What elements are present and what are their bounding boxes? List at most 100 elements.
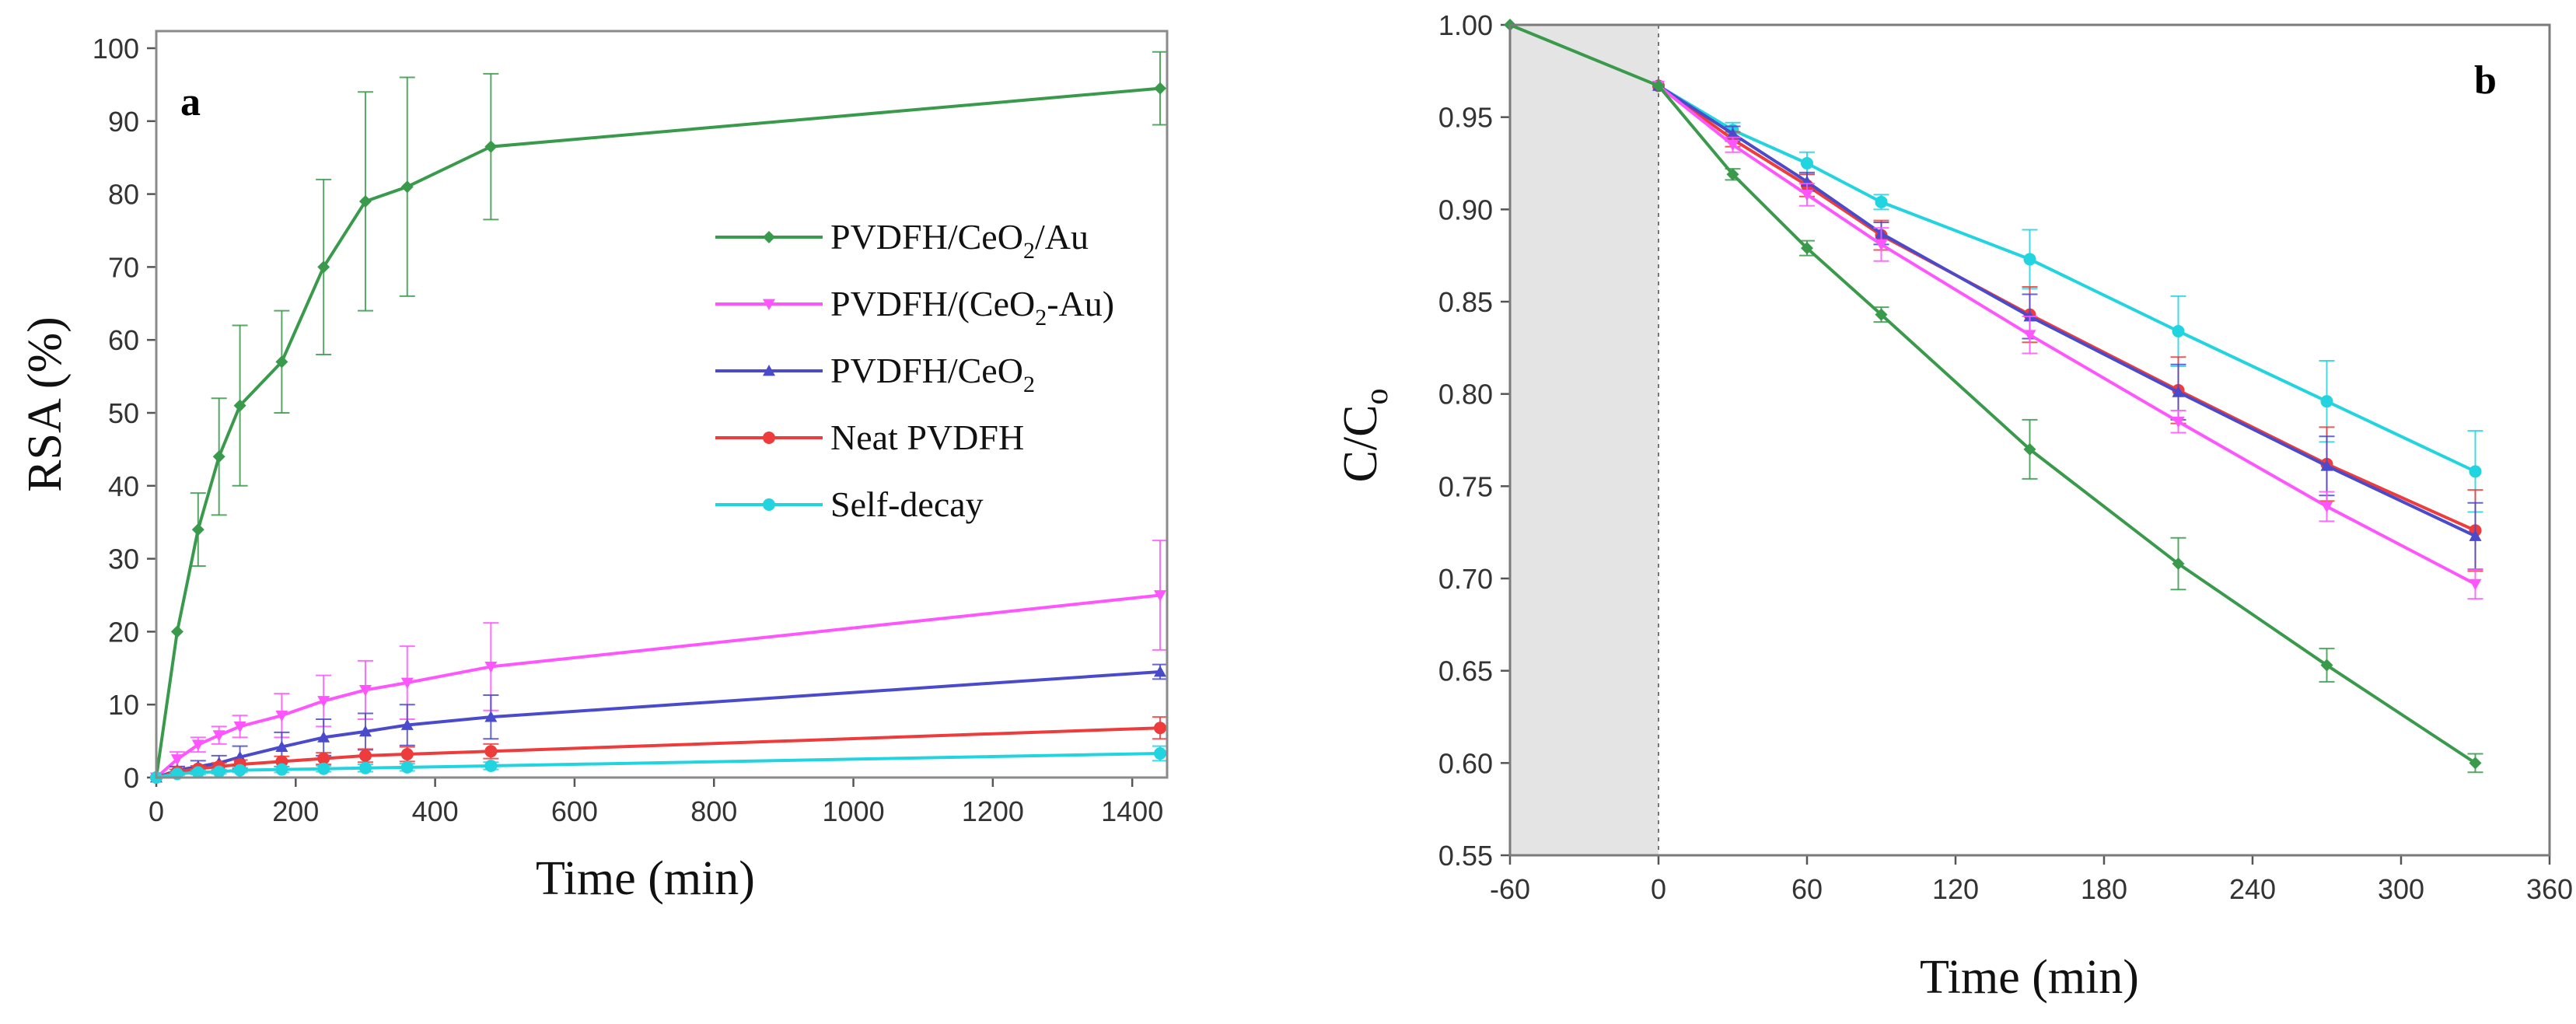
chart-a-data-point [275, 740, 288, 753]
chart-a-plot-layer: 0 200 400 600 800 1000 1200 1400 0 10 20 30 40 50 60 70… [93, 33, 1169, 827]
chart-a-legend-swatch-marker [763, 365, 775, 376]
chart-a-series [150, 663, 1169, 783]
chart-b-data-point [2023, 330, 2036, 341]
chart-b-x-tick-label: 180 [2081, 873, 2127, 905]
chart-b-data-point [1726, 128, 1739, 139]
chart-a-y-tick-label: 0 [124, 762, 139, 794]
chart-a-data-point [191, 739, 204, 751]
chart-a-legend-label-base: Self-decay [830, 484, 984, 524]
chart-a-data-point [317, 762, 330, 775]
chart-b-data-point [1875, 239, 1888, 251]
chart-a-data-point [358, 194, 372, 208]
chart-a-legend-swatch-marker [763, 299, 775, 310]
chart-a-data-point [275, 763, 288, 776]
chart-a-data-point [1154, 82, 1167, 95]
chart-a-legend-label-subscript: 2 [1023, 372, 1035, 397]
chart-a-data-point [1154, 590, 1167, 602]
chart-b-data-point [2172, 416, 2185, 428]
chart-a-data-point [191, 766, 204, 779]
chart-a-series-line [155, 593, 1161, 779]
chart-a-data-point [233, 399, 246, 412]
chart-b-x-tick-label: 300 [2378, 873, 2424, 905]
chart-a-panel-label: a [180, 80, 201, 124]
chart-a-y-tick-label: 90 [108, 106, 139, 138]
chart-b-y-tick-label: 0.60 [1438, 747, 1493, 779]
chart-b-plot-layer: -60 0 60 120 180 240 300 360 0.55 0.60 0.65 0.70 0.7… [1438, 9, 2573, 905]
chart-b-data-point [1726, 168, 1739, 181]
chart-a-data-point [212, 730, 225, 742]
chart-a-y-tick-label: 60 [108, 324, 139, 356]
chart-a-data-point [400, 760, 414, 774]
chart-a-data-point [484, 759, 498, 772]
chart-b-x-tick-label: -60 [1490, 873, 1530, 905]
chart-b-series [1652, 79, 2483, 571]
chart-b-data-point [2320, 395, 2333, 408]
chart-a-series-line [156, 752, 1161, 779]
chart-a-legend-item: PVDFH/CeO2 [715, 351, 1035, 397]
chart-b-y-tick-label: 0.75 [1438, 470, 1493, 502]
chart-b-svg: -60 0 60 120 180 240 300 360 0.55 0.60 0.65 0.70 0.7… [1334, 9, 2573, 1004]
chart-b-plot-frame [1508, 23, 2551, 857]
chart-b-data-point [1801, 242, 1813, 255]
chart-a-legend-item: PVDFH/(CeO2-Au) [715, 284, 1114, 330]
chart-a-legend-label: PVDFH/(CeO2-Au) [830, 284, 1114, 330]
chart-a-legend-label: Self-decay [830, 484, 984, 524]
chart-a-legend-label-base: Neat PVDFH [830, 418, 1024, 457]
chart-a-data-point [1154, 747, 1167, 760]
chart-b-data-point [1875, 195, 1888, 208]
chart-a-x-axis-title: Time (min) [536, 852, 755, 905]
chart-b-y-tick-label: 1.00 [1438, 9, 1493, 41]
chart-a-x-tick-label: 400 [412, 795, 459, 827]
chart-a-legend-label-base: PVDFH/CeO [830, 217, 1023, 257]
chart-a-legend-label-tail: /Au [1035, 217, 1089, 257]
chart-a-data-point [317, 696, 330, 708]
chart-b-data-point [2320, 502, 2333, 513]
chart-a-data-point [317, 731, 330, 743]
chart-a-legend-label: Neat PVDFH [830, 418, 1024, 457]
chart-b-panel-label: b [2474, 58, 2497, 103]
chart-b-series [1652, 79, 2483, 513]
chart-a-data-point [317, 752, 330, 765]
chart-a-y-tick-label: 40 [108, 470, 139, 502]
chart-a-data-point [358, 761, 372, 774]
chart-a-legend-label-base: PVDFH/(CeO [830, 284, 1035, 323]
chart-a-x-tick-label: 1000 [823, 795, 885, 827]
chart-a-data-point [233, 721, 246, 733]
chart-b-data-point [1801, 189, 1813, 201]
chart-a-y-tick-label: 20 [108, 616, 139, 648]
chart-b-data-point [1726, 139, 1739, 152]
chart-a-legend-swatch-marker [763, 231, 775, 243]
chart-b-data-point [2023, 253, 2036, 266]
chart-a-data-point [484, 711, 498, 722]
chart-b-data-point [2469, 757, 2482, 770]
chart-b-data-point [2469, 578, 2482, 591]
chart-b-series [1652, 79, 2483, 572]
chart-a-legend-label-base: PVDFH/CeO [830, 351, 1023, 390]
chart-b-series [1504, 19, 2483, 774]
chart-a-data-point [233, 764, 246, 777]
chart-b-y-tick-label: 0.65 [1438, 655, 1493, 687]
chart-b-data-point [1875, 308, 1888, 321]
chart-a-data-point [317, 260, 330, 274]
chart-b-data-point [2469, 529, 2482, 541]
chart-a-data-point [400, 747, 414, 760]
chart-a-data-point [212, 765, 225, 778]
chart-b-data-point [2172, 557, 2185, 571]
chart-a-y-tick-label: 100 [93, 33, 139, 65]
chart-a-y-tick-label: 50 [108, 397, 139, 429]
chart-b-data-point [1801, 157, 1813, 170]
chart-a-data-point [170, 625, 184, 638]
chart-a-series [150, 716, 1169, 784]
chart-a-legend-label-subscript: 2 [1035, 305, 1047, 330]
chart-b-y-tick-label: 0.55 [1438, 840, 1493, 872]
chart-a-data-point [484, 745, 498, 758]
chart-b-y-tick-label: 0.85 [1438, 286, 1493, 318]
chart-b-data-point [2320, 659, 2333, 672]
chart-b-series-line [1657, 84, 2476, 585]
chart-a-series [150, 540, 1169, 784]
chart-a-data-point [358, 685, 372, 697]
chart-a-x-tick-label: 800 [690, 795, 737, 827]
chart-a-data-point [275, 355, 288, 369]
chart-b-y-tick-label: 0.70 [1438, 563, 1493, 595]
chart-a-data-point [400, 718, 414, 730]
